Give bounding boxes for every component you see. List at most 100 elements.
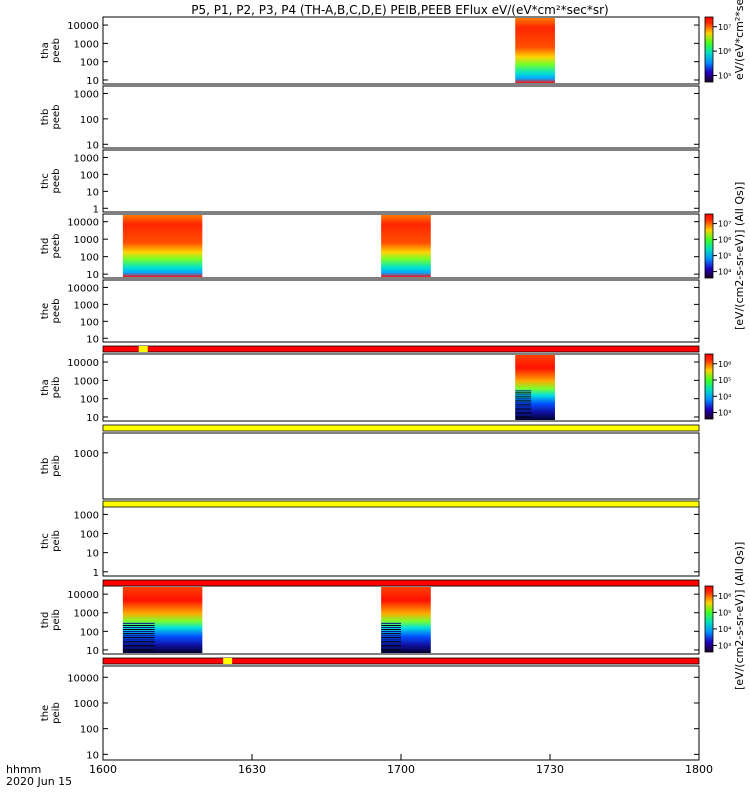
colorbar-tick-label: 10⁵ — [718, 376, 731, 385]
colorbar-tick-label: 10⁶ — [718, 360, 731, 369]
y-tick-label: 100 — [80, 725, 99, 736]
y-tick-label: 1 — [93, 568, 99, 579]
panel-thd-peib: thdpeib 10000 1000 100 10 — [40, 585, 700, 657]
panel-label-7: thcpeib — [40, 530, 62, 552]
colorbar-label-tha-peeb: eV/(eV*cm²*sec*sr) (A — [733, 0, 746, 80]
panel-frame — [102, 505, 700, 577]
status-bar — [102, 500, 700, 508]
panel-tha-peib: thapeib 10000 1000 100 10 — [40, 353, 700, 424]
colorbar-label-peeb-group: [eV/(cm2-s-sr-eV)] (All Qs)] — [733, 182, 746, 330]
y-tick-label: 100 — [80, 530, 99, 541]
time-axis-label-date: 2020 Jun 15 — [6, 775, 72, 788]
colorbar-tick-label: 10⁶ — [718, 236, 731, 245]
probe-label: tha — [40, 379, 51, 395]
panel-frame — [102, 432, 700, 500]
y-tick-label: 100 — [80, 58, 99, 69]
x-tick-label: 1700 — [387, 763, 415, 776]
chart-title: P5, P1, P2, P3, P4 (TH-A,B,C,D,E) PEIB,P… — [191, 3, 608, 17]
y-tick-label: 10000 — [67, 358, 99, 369]
panel-label-9: thepeib — [40, 702, 62, 724]
y-tick-label: 10 — [86, 187, 99, 198]
panel-thc-peeb: thcpeeb 1000 100 10 1 — [40, 149, 700, 215]
y-tick-label: 1000 — [74, 510, 99, 521]
panel-thc-peib: thcpeib 1000 100 10 1 — [40, 505, 700, 579]
y-tick-label: 10000 — [67, 590, 99, 601]
panel-tha-peeb: thapeeb 10000 1000 100 10 — [40, 16, 700, 87]
status-bar-marker — [138, 346, 148, 352]
probe-label: tha — [40, 42, 51, 58]
panel-frame — [102, 16, 700, 85]
colorbar-label-peib-group: [eV/(cm2-s-sr-eV)] (All Qs)] — [733, 542, 746, 690]
colorbar-tick-label: 10⁷ — [718, 220, 731, 229]
probe-label: thc — [40, 533, 51, 549]
y-tick-label: 10 — [86, 76, 99, 87]
panel-label-8: thdpeib — [40, 609, 62, 631]
instrument-label: peib — [51, 530, 62, 552]
x-tick-label: 1600 — [89, 763, 117, 776]
y-tick-label: 10 — [86, 334, 99, 345]
spectrogram-block — [381, 215, 431, 277]
instrument-label: peib — [51, 702, 62, 724]
y-tick-label: 100 — [80, 115, 99, 126]
spectrogram-block — [515, 355, 555, 420]
colorbar-tick-label: 10⁴ — [718, 268, 731, 277]
y-tick-label: 10000 — [67, 21, 99, 32]
y-tick-label: 1000 — [74, 39, 99, 50]
instrument-label: peeb — [51, 234, 62, 259]
status-bar — [102, 657, 700, 665]
instrument-label: peeb — [51, 299, 62, 324]
status-bar — [102, 424, 700, 432]
y-tick-label: 1000 — [74, 376, 99, 387]
x-tick-label: 1630 — [238, 763, 266, 776]
probe-label: thb — [40, 109, 51, 126]
panel-frame — [102, 665, 700, 761]
colorbar — [704, 585, 714, 653]
panel-label-3: thdpeeb — [40, 234, 62, 259]
y-tick-label: 1000 — [74, 699, 99, 710]
probe-label: thb — [40, 458, 51, 475]
probe-label: thd — [40, 612, 51, 629]
panel-label-5: thapeib — [40, 377, 62, 399]
panel-thb-peib: thbpeib 1000 — [40, 432, 700, 500]
colorbar-tick-label: 10⁵ — [718, 72, 731, 81]
y-tick-label: 1000 — [74, 449, 99, 460]
spectrogram-block — [122, 215, 203, 277]
colorbar — [704, 353, 714, 420]
colorbar-tick-label: 10³ — [718, 409, 731, 418]
x-tick-label: 1730 — [536, 763, 564, 776]
panel-label-0: thapeeb — [40, 38, 62, 63]
panel-frame — [102, 353, 700, 422]
y-tick-label: 10 — [86, 750, 99, 761]
panel-thd-peeb: thdpeeb 10000 1000 100 10 — [40, 213, 700, 281]
colorbar — [704, 16, 714, 83]
y-tick-label: 100 — [80, 395, 99, 406]
probe-label: thc — [40, 173, 51, 189]
panel-the-peib: thepeib 10000 1000 100 10 — [40, 665, 700, 761]
y-tick-label: 10000 — [67, 283, 99, 294]
panel-label-2: thcpeeb — [40, 169, 62, 194]
colorbar-tick-label: 10⁵ — [718, 252, 731, 261]
probe-label: the — [40, 705, 51, 721]
instrument-label: peeb — [51, 38, 62, 63]
spectrogram-block — [381, 587, 431, 653]
x-tick-label: 1800 — [685, 763, 713, 776]
instrument-label: peeb — [51, 105, 62, 130]
panel-the-peeb: thepeeb 10000 1000 100 10 — [40, 279, 700, 345]
y-tick-label: 100 — [80, 170, 99, 181]
panel-label-1: thbpeeb — [40, 105, 62, 130]
panel-thb-peeb: thbpeeb 1000 100 10 — [40, 85, 700, 151]
colorbar-tick-label: 10⁴ — [718, 392, 731, 401]
colorbar-tick-label: 10⁶ — [718, 47, 731, 56]
spectrogram-block — [515, 18, 555, 83]
y-tick-label: 1000 — [74, 153, 99, 164]
y-tick-label: 10 — [86, 140, 99, 151]
y-tick-label: 1000 — [74, 609, 99, 620]
colorbar — [704, 213, 714, 279]
y-tick-label: 100 — [80, 627, 99, 638]
status-bar — [102, 345, 700, 353]
y-tick-label: 10 — [86, 646, 99, 657]
spectrogram-block — [122, 587, 203, 653]
y-tick-label: 10 — [86, 549, 99, 560]
panel-label-6: thbpeib — [40, 455, 62, 477]
